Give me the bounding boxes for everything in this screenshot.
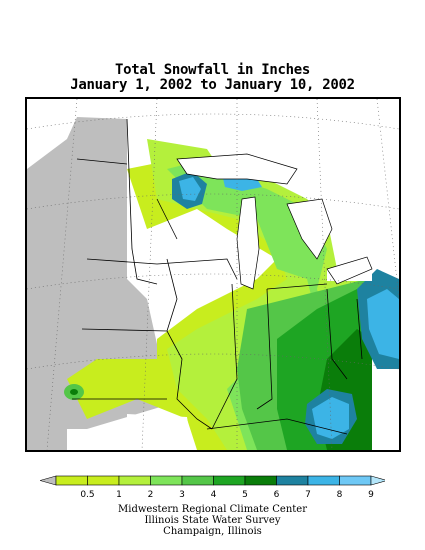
legend-tick-label: 2 xyxy=(148,490,154,500)
legend-swatch xyxy=(339,475,372,486)
legend-swatch xyxy=(244,475,277,486)
no-snow-patch-2 xyxy=(67,429,122,450)
credit-line-1: Midwestern Regional Climate Center xyxy=(118,504,307,515)
map-date-range: January 1, 2002 to January 10, 2002 xyxy=(70,77,355,93)
legend-swatch xyxy=(118,475,151,486)
legend-below-arrow xyxy=(38,475,57,486)
color-legend: 0.5 1 2 3 4 5 6 7 8 9 xyxy=(38,474,389,502)
legend-tick-label: 7 xyxy=(305,490,311,500)
credit-line-2: Illinois State Water Survey xyxy=(144,515,281,526)
no-snow-patch-1 xyxy=(127,414,192,450)
legend-swatch xyxy=(276,475,309,486)
legend-tick-label: 3 xyxy=(179,490,185,500)
snow-area-8in-south xyxy=(312,397,349,439)
legend-swatch xyxy=(181,475,214,486)
legend-tick-label: 1 xyxy=(116,490,122,500)
legend-tick-label: 0.5 xyxy=(80,490,94,500)
lake-superior xyxy=(176,153,298,185)
legend-tick-label: 6 xyxy=(274,490,280,500)
credit-line-3: Champaign, Illinois xyxy=(163,526,262,537)
snow-area-8in-north xyxy=(179,177,201,201)
snow-spot-west-core xyxy=(70,389,78,395)
lake-michigan xyxy=(236,196,260,290)
legend-tick-label: 9 xyxy=(368,490,374,500)
legend-swatch xyxy=(150,475,183,486)
legend-swatch xyxy=(87,475,120,486)
legend-tick-label: 4 xyxy=(211,490,217,500)
state-boundaries xyxy=(72,118,363,435)
snow-area-8in-east xyxy=(367,289,399,359)
graticule xyxy=(27,99,399,450)
legend-tick-label: 8 xyxy=(337,490,343,500)
lake-erie xyxy=(326,256,373,285)
legend-swatch xyxy=(55,475,88,486)
lake-huron xyxy=(286,198,333,260)
legend-swatch xyxy=(307,475,340,486)
map-title: Total Snowfall in Inches xyxy=(114,62,311,78)
legend-swatch xyxy=(213,475,246,486)
snowfall-map xyxy=(25,97,401,452)
legend-tick-label: 5 xyxy=(242,490,248,500)
legend-above-arrow xyxy=(370,475,389,486)
